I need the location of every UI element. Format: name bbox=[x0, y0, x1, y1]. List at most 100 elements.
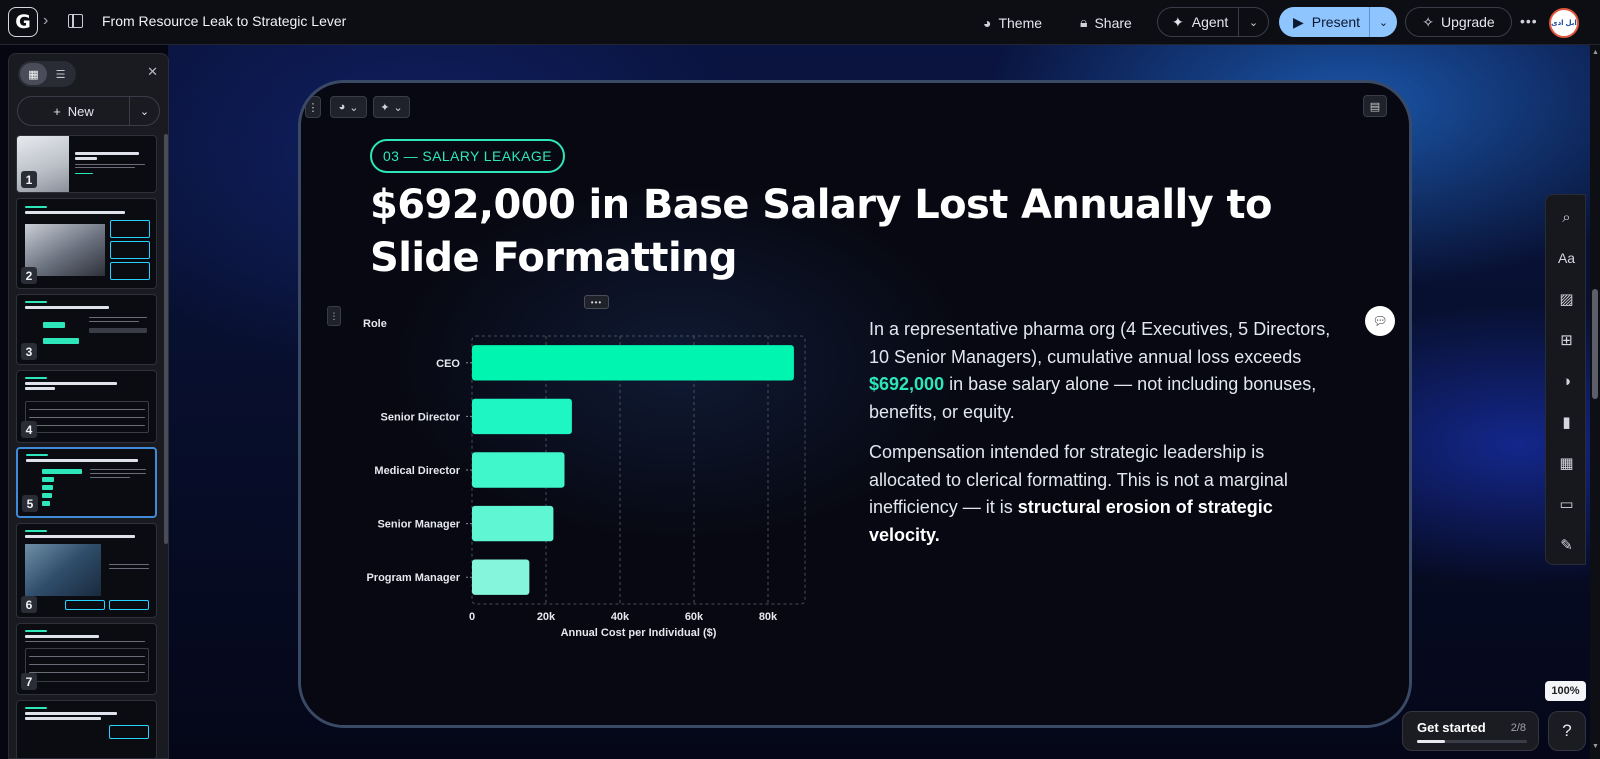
thumbnail-bar bbox=[43, 322, 65, 328]
bar bbox=[472, 505, 554, 542]
paragraph-2-text: Compensation intended for strategic lead… bbox=[869, 442, 1288, 517]
thumbnail-line bbox=[29, 664, 145, 665]
thumbnail-line bbox=[90, 469, 146, 470]
slide-thumbnail-7[interactable]: 7 bbox=[16, 623, 157, 695]
thumbnail-line bbox=[25, 630, 47, 632]
add-block-icon[interactable]: ⊞ bbox=[1560, 332, 1573, 349]
agent-dropdown-chevron-icon[interactable]: ⌄ bbox=[1238, 8, 1268, 36]
section-tag[interactable]: 03 — SALARY LEAKAGE bbox=[370, 139, 565, 173]
slide-thumbnail-1[interactable]: 1 bbox=[16, 135, 157, 193]
slide-thumbnail-3[interactable]: 3 bbox=[16, 294, 157, 365]
thumbnail-bar bbox=[42, 485, 53, 490]
slide-thumbnail-4[interactable]: 4 bbox=[16, 370, 157, 443]
thumbnail-card bbox=[109, 725, 149, 739]
image-icon[interactable]: ▨ bbox=[1559, 291, 1574, 308]
text-style-icon[interactable]: Aa bbox=[1557, 250, 1576, 266]
slide-thumbnail-6[interactable]: 6 bbox=[16, 523, 157, 618]
thumbnail-line bbox=[25, 306, 109, 309]
app-logo[interactable]: G bbox=[8, 7, 38, 37]
present-dropdown-chevron-icon[interactable]: ⌄ bbox=[1369, 7, 1397, 37]
sidebar-scrollbar[interactable] bbox=[164, 134, 168, 544]
palette-icon: ◕ bbox=[338, 101, 346, 113]
thumbnail-line bbox=[26, 454, 48, 456]
agent-button[interactable]: ✦ Agent bbox=[1158, 14, 1238, 31]
chart-block-menu-icon[interactable]: ⋮ bbox=[327, 306, 341, 326]
y-axis-label: Role bbox=[363, 318, 387, 330]
grid-view-icon[interactable]: ▦ bbox=[20, 63, 47, 85]
help-icon[interactable]: ? bbox=[1548, 711, 1586, 751]
avatar[interactable]: ابل ادی bbox=[1549, 8, 1579, 38]
main-scrollbar[interactable]: ▲ ▼ bbox=[1590, 45, 1600, 759]
slide-number: 7 bbox=[21, 673, 37, 690]
get-started-button[interactable]: Get started 2/8 bbox=[1402, 711, 1539, 751]
thumbnail-line bbox=[75, 152, 139, 155]
thumbnail-line bbox=[26, 459, 138, 462]
thumbnail-image bbox=[25, 544, 101, 596]
get-started-progress-fill bbox=[1417, 740, 1445, 743]
share-button[interactable]: 🔒︎ Share bbox=[1072, 8, 1140, 37]
block-menu-icon[interactable]: ⋮ bbox=[305, 96, 321, 118]
upgrade-button[interactable]: ✧ Upgrade bbox=[1405, 7, 1512, 37]
bar bbox=[472, 452, 565, 488]
thumbnail-card bbox=[110, 241, 150, 259]
thumbnail-line bbox=[90, 477, 130, 478]
scroll-down-icon[interactable]: ▼ bbox=[1592, 743, 1599, 750]
chart-drag-handle-icon[interactable]: ••• bbox=[584, 295, 609, 309]
thumbnail-line bbox=[90, 473, 146, 474]
new-dropdown-chevron-icon[interactable]: ⌄ bbox=[129, 97, 159, 125]
card-style-button[interactable]: ◕ ⌄ bbox=[330, 96, 367, 118]
panel-toggle-icon[interactable] bbox=[68, 14, 83, 28]
list-view-icon[interactable]: ☰ bbox=[55, 68, 66, 81]
thumbnail-line bbox=[75, 164, 145, 165]
scroll-up-icon[interactable]: ▲ bbox=[1592, 49, 1599, 56]
slide-thumbnail-8[interactable] bbox=[16, 700, 157, 758]
more-options-icon[interactable]: ••• bbox=[1520, 13, 1538, 29]
embed-icon[interactable]: ▭ bbox=[1559, 496, 1574, 513]
slide-number: 4 bbox=[21, 421, 37, 438]
comment-icon[interactable]: 💬︎ bbox=[1365, 306, 1395, 336]
chevron-down-icon: ⌄ bbox=[349, 101, 359, 114]
search-icon[interactable]: ⌕ bbox=[1562, 208, 1571, 226]
thumbnail-line bbox=[75, 173, 93, 174]
thumbnail-image bbox=[25, 224, 105, 276]
agent-label: Agent bbox=[1191, 14, 1229, 30]
toggle-icon[interactable]: ◑ bbox=[1561, 372, 1572, 390]
paragraph-1-text-end: in base salary alone — not including bon… bbox=[869, 374, 1317, 422]
x-tick-label: 80k bbox=[759, 611, 778, 623]
y-tick-label: Senior Manager bbox=[377, 519, 460, 531]
document-title[interactable]: From Resource Leak to Strategic Lever bbox=[102, 13, 347, 29]
slide-number: 5 bbox=[22, 495, 38, 512]
breadcrumb-chevron-icon[interactable]: › bbox=[43, 12, 49, 29]
body-text[interactable]: In a representative pharma org (4 Execut… bbox=[869, 316, 1339, 562]
new-slide-button[interactable]: + New bbox=[18, 104, 129, 119]
video-icon[interactable]: ▦ bbox=[1559, 455, 1574, 472]
scrollbar-thumb[interactable] bbox=[1592, 289, 1598, 399]
x-tick-label: 20k bbox=[537, 611, 556, 623]
thumbnail-table bbox=[25, 401, 149, 433]
theme-label: Theme bbox=[998, 14, 1043, 31]
top-bar: G › From Resource Leak to Strategic Leve… bbox=[0, 0, 1600, 45]
thumbnail-bar bbox=[43, 338, 79, 344]
zoom-level[interactable]: 100% bbox=[1545, 681, 1586, 701]
slide-thumbnail-5[interactable]: 5 bbox=[16, 447, 157, 518]
close-sidebar-icon[interactable]: ✕ bbox=[147, 64, 158, 79]
share-label: Share bbox=[1094, 14, 1132, 31]
slide-headline[interactable]: $692,000 in Base Salary Lost Annually to… bbox=[370, 182, 1272, 281]
slide-thumbnail-2[interactable]: 2 bbox=[16, 198, 157, 289]
thumbnail-line bbox=[75, 157, 97, 160]
thumbnail-line bbox=[25, 641, 145, 642]
edit-icon[interactable]: ✎ bbox=[1560, 537, 1573, 554]
ai-edit-button[interactable]: ✦ ⌄ bbox=[373, 96, 410, 118]
present-button[interactable]: ▶ Present bbox=[1279, 14, 1369, 31]
upgrade-label: Upgrade bbox=[1441, 14, 1495, 30]
view-toggle: ▦ ☰ bbox=[18, 61, 76, 87]
thumbnail-line bbox=[25, 712, 117, 715]
theme-button[interactable]: ◕ Theme bbox=[975, 8, 1050, 37]
chart-icon[interactable]: ▮ bbox=[1562, 414, 1571, 431]
thumbnail-line bbox=[25, 707, 47, 709]
slide-sidebar: ▦ ☰ ✕ + New ⌄ 1 2 3 bbox=[8, 53, 169, 759]
thumbnail-line bbox=[29, 425, 145, 426]
salary-bar-chart[interactable]: 0 20k 40k 60k 80k Role Annual Cost per Individ… bbox=[357, 311, 817, 651]
speaker-notes-icon[interactable]: ▤ bbox=[1363, 95, 1387, 117]
bar bbox=[472, 345, 794, 381]
